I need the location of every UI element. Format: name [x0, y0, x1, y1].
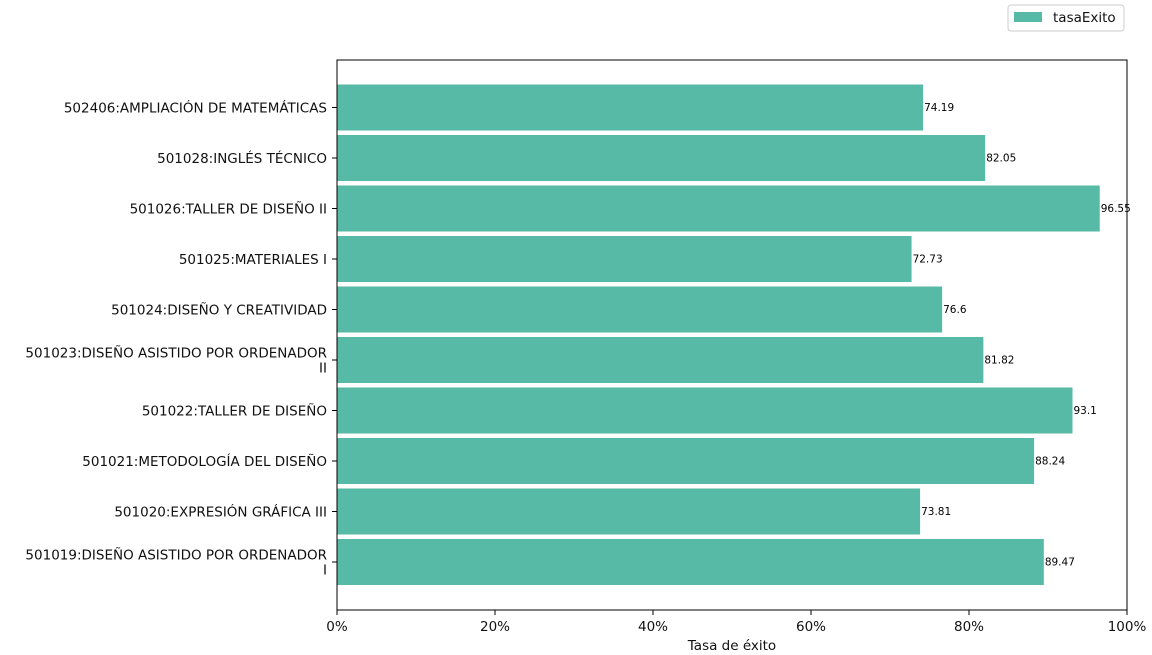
y-tick-label-1: 501028:INGLÉS TÉCNICO: [157, 150, 327, 167]
bar-value-label-9: 89.47: [1045, 557, 1075, 569]
x-tick-label-2: 40%: [638, 619, 668, 635]
legend-box: [1007, 4, 1125, 32]
y-tick-label-6: 501022:TALLER DE DISEÑO: [142, 403, 327, 420]
x-axis: 0% 20% 40% 60% 80% 100%: [326, 610, 1146, 635]
plot-area-frame: [336, 59, 1128, 611]
value-labels-layer: 74.19 82.05 96.55 72.73 76.6 81.82 93.1 88.24 73…: [913, 102, 1131, 569]
bar-value-label-3: 72.73: [913, 254, 943, 266]
x-tick-label-1: 20%: [480, 619, 510, 635]
bar-6: [337, 387, 1073, 434]
bar-value-label-4: 76.6: [943, 304, 967, 316]
y-tick-label-5: 501023:DISEÑO ASISTIDO POR ORDENADOR II: [25, 345, 327, 377]
bar-value-label-2: 96.55: [1101, 203, 1131, 215]
bar-value-label-0: 74.19: [924, 102, 954, 114]
x-tick-label-5: 100%: [1108, 619, 1147, 635]
bar-value-label-5: 81.82: [984, 355, 1014, 367]
bar-4: [337, 286, 943, 333]
bar-7: [337, 438, 1035, 484]
y-axis: 502406:AMPLIACIÓN DE MATEMÁTICAS 501028:I…: [25, 99, 337, 579]
y-tick-label-7: 501021:METODOLOGÍA DEL DISEÑO: [82, 453, 327, 470]
y-tick-label-0: 502406:AMPLIACIÓN DE MATEMÁTICAS: [64, 99, 327, 117]
bars-layer: [337, 84, 1100, 585]
x-tick-label-4: 80%: [954, 619, 984, 635]
bar-value-label-1: 82.05: [986, 153, 1016, 165]
y-tick-label-4: 501024:DISEÑO Y CREATIVIDAD: [111, 302, 327, 319]
y-tick-label-9: 501019:DISEÑO ASISTIDO POR ORDENADOR I: [25, 547, 327, 579]
y-tick-label-3: 501025:MATERIALES I: [179, 252, 327, 268]
bar-8: [337, 488, 921, 535]
bar-value-label-8: 73.81: [921, 506, 951, 518]
x-tick-label-3: 60%: [796, 619, 826, 635]
bar-0: [337, 84, 924, 131]
x-tick-label-0: 0%: [326, 619, 348, 635]
bar-5: [337, 337, 984, 383]
bar-1: [337, 135, 986, 181]
legend: tasaExito: [1007, 4, 1125, 32]
bar-2: [337, 185, 1100, 232]
y-tick-label-2: 501026:TALLER DE DISEÑO II: [130, 201, 327, 218]
y-tick-label-8: 501020:EXPRESIÓN GRÁFICA III: [114, 503, 327, 521]
bar-9: [337, 539, 1044, 585]
bar-value-label-7: 88.24: [1035, 456, 1065, 468]
legend-swatch-tasaexito: [1014, 12, 1042, 22]
bar-3: [337, 236, 912, 282]
x-axis-title: Tasa de éxito: [687, 638, 776, 654]
bar-value-label-6: 93.1: [1073, 405, 1096, 417]
legend-label-tasaexito: tasaExito: [1053, 10, 1116, 26]
